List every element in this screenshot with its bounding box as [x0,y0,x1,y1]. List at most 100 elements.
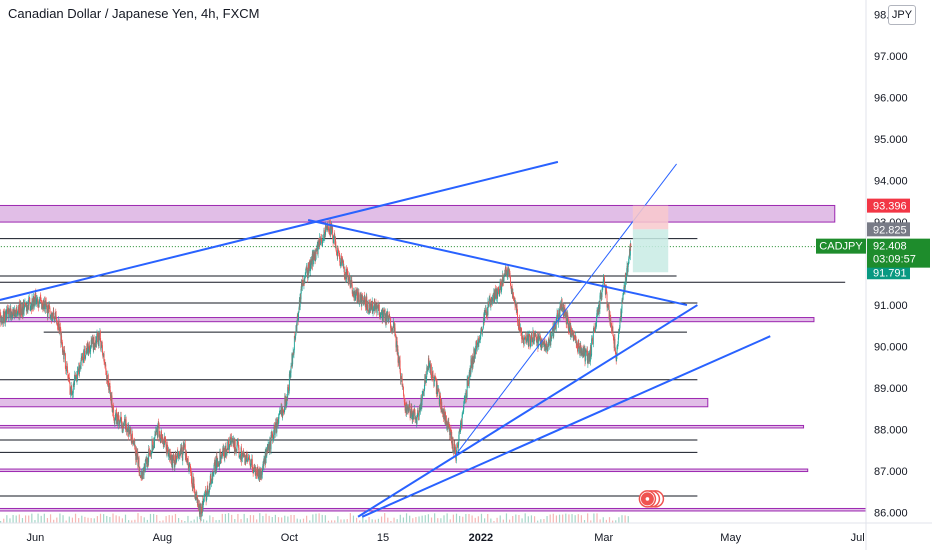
currency-button[interactable]: JPY [888,5,916,25]
volume-bar [550,514,551,523]
volume-bar [506,513,507,523]
volume-bar [456,514,457,523]
sr-zone[interactable] [0,469,808,472]
take-profit-zone[interactable] [633,229,668,272]
candle-body [596,316,597,323]
volume-bar [453,515,454,523]
volume-bar [447,513,448,523]
volume-bar [100,514,101,523]
candle-body [4,312,5,320]
volume-bar [6,515,7,523]
volume-bar [247,518,248,523]
volume-bar [262,516,263,523]
stop-loss-zone[interactable] [633,206,668,230]
volume-bar [443,515,444,523]
volume-bar [300,519,301,523]
candle-body [339,256,340,262]
volume-bar [265,514,266,523]
volume-bar [618,517,619,523]
sr-zone[interactable] [0,425,804,428]
volume-bar [315,514,316,523]
y-tick-label: 97.000 [874,51,908,63]
volume-bar [231,515,232,523]
sr-zone[interactable] [0,508,866,511]
candle-body [279,414,280,419]
volume-bar [528,516,529,523]
volume-bar [209,515,210,523]
volume-bar [418,516,419,523]
volume-bar [596,513,597,523]
volume-bar [425,515,426,523]
candle-body [1,318,2,323]
volume-bar [319,513,320,523]
y-tick-label: 91.000 [874,300,908,312]
chart-title: Canadian Dollar / Japanese Yen, 4h, FXCM [8,6,260,21]
volume-bar [559,515,560,523]
volume-bar [94,518,95,523]
volume-bar [72,518,73,523]
candle-body [132,433,133,440]
volume-bar [106,516,107,523]
volume-bar [534,516,535,523]
candle-body [145,460,146,470]
sr-zone[interactable] [0,398,708,406]
volume-bar [156,515,157,523]
x-tick-label: 15 [377,532,389,544]
candle-body [229,447,230,449]
volume-bar [372,519,373,523]
candle-body [65,369,66,371]
volume-bar [175,514,176,523]
candle-body [142,471,143,479]
sr-zone[interactable] [0,318,814,322]
sr-zone[interactable] [0,205,835,222]
y-tick-label: 88.000 [874,425,908,437]
volume-bar [75,514,76,523]
candle-body [614,339,615,348]
volume-bar [600,519,601,523]
candle-body [348,271,349,280]
volume-bar [91,518,92,523]
volume-bar [340,519,341,523]
volume-bar [468,514,469,523]
volume-bar [393,518,394,523]
volume-bar [187,516,188,523]
candle-body [154,438,155,448]
volume-bar [303,519,304,523]
volume-bar [116,515,117,523]
candle-body [311,261,312,265]
volume-bar [297,519,298,523]
volume-bar [400,515,401,523]
volume-bar [381,517,382,523]
volume-bar [122,518,123,523]
volume-bar [294,515,295,523]
volume-bar [69,517,70,523]
trendline[interactable] [0,162,558,307]
volume-bar [475,518,476,523]
volume-bar [368,517,369,523]
target-price-badge-label: 91.791 [873,267,907,279]
candle-body [630,244,631,247]
candle-body [161,431,162,438]
candle-body [59,321,60,332]
candle-body [482,330,483,333]
volume-bar [306,516,307,523]
volume-bar [625,515,626,523]
volume-bar [531,515,532,523]
candle-body [591,339,592,355]
volume-bar [125,515,126,523]
candle-body [524,339,525,344]
volume-bar [25,515,26,523]
volume-bar [137,513,138,523]
current-price-label: 92.408 [873,241,907,253]
y-tick-label: 94.000 [874,176,908,188]
volume-bar [119,516,120,523]
candle-body [332,228,333,239]
x-tick-label: May [720,532,741,544]
candle-body [298,312,299,320]
volume-bar [406,513,407,523]
volume-bar [150,514,151,523]
candle-body [626,273,627,281]
volume-bar [3,519,4,523]
